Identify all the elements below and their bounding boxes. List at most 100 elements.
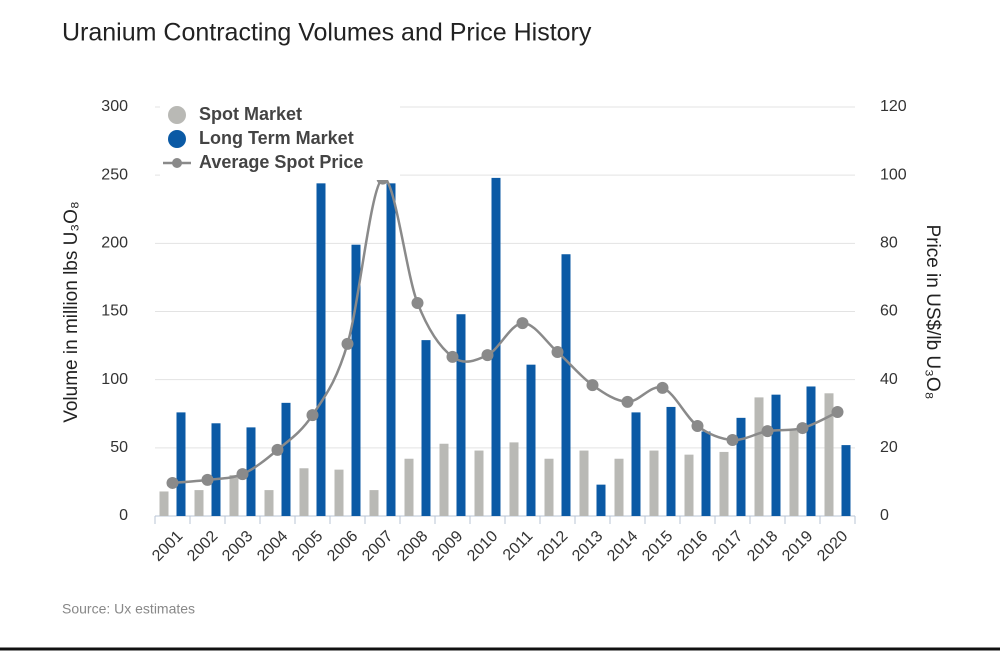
bar [579,450,589,516]
bar [789,430,799,516]
price-marker [341,337,354,350]
price-marker [306,409,319,422]
bar [421,340,431,516]
bar [159,491,169,516]
x-tick-label: 2006 [324,528,361,565]
price-marker [516,317,529,330]
legend-background [160,98,400,180]
bar [211,423,221,516]
bar [736,417,746,516]
price-marker [621,395,634,408]
x-tick-label: 2010 [464,528,501,565]
bar [439,443,449,516]
price-marker [551,346,564,359]
x-tick-label: 2002 [184,528,221,565]
x-tick-label: 2014 [604,528,641,565]
bar [316,183,326,516]
legend-marker [172,158,182,168]
price-marker [726,433,739,446]
y2-tick-label: 120 [880,98,907,115]
bar [456,314,466,516]
price-marker [236,468,249,481]
x-tick-label: 2018 [744,528,781,565]
bar [771,394,781,516]
bar [176,412,186,516]
y2-tick-label: 0 [880,507,889,524]
legend: Spot Market Long Term Market Average Spot … [160,98,400,180]
price-marker [201,473,214,486]
bar [229,475,239,516]
price-marker [796,422,809,435]
price-marker [166,476,179,489]
y2-tick-label: 100 [880,166,907,183]
x-tick-label: 2019 [779,528,816,565]
y2-tick-label: 60 [880,303,898,320]
y-tick-label: 50 [110,439,128,456]
bar [806,386,816,516]
legend-label: Spot Market [199,104,302,124]
bar [474,450,484,516]
bar [719,451,729,516]
bar [544,458,554,516]
bar [631,412,641,516]
bar [754,397,764,516]
x-tick-label: 2005 [289,528,326,565]
bar [824,393,834,516]
bar [684,454,694,516]
price-marker [691,420,704,433]
bar [701,431,711,516]
x-tick-label: 2011 [500,528,536,564]
x-tick-label: 2009 [429,528,466,565]
x-tick-label: 2001 [149,528,186,565]
legend-marker [168,130,186,148]
bar [246,427,256,516]
x-tick-label: 2016 [674,528,711,565]
y-tick-label: 0 [119,507,128,524]
price-marker [481,349,494,362]
y2-tick-label: 20 [880,439,898,456]
bar [526,364,536,516]
x-tick-label: 2007 [359,528,396,565]
price-marker [271,443,284,456]
bar [264,490,274,516]
x-tick-label: 2020 [814,528,851,565]
price-marker [761,425,774,438]
price-marker [411,296,424,309]
y-tick-label: 300 [101,98,128,115]
y-tick-label: 150 [101,303,128,320]
y-axis-title: Volume in million lbs U₃O₈ [61,201,82,423]
y-tick-label: 100 [101,371,128,388]
bar [404,458,414,516]
bar [841,445,851,516]
bar [281,402,291,516]
x-tick-label: 2003 [219,528,256,565]
x-tick-label: 2004 [254,528,291,565]
chart-title: Uranium Contracting Volumes and Price Hi… [62,19,592,47]
bar [649,450,659,516]
x-tick-label: 2008 [394,528,431,565]
bar [351,244,361,517]
price-marker [831,406,844,419]
x-tick-label: 2017 [709,528,746,565]
price-marker [656,381,669,394]
price-marker [586,379,599,392]
bar [369,490,379,516]
bar [509,442,519,516]
y-tick-label: 250 [101,166,128,183]
bar [666,406,676,516]
y2-axis-title: Price in US$/lb U₃O₈ [922,224,943,399]
legend-label: Average Spot Price [199,152,363,172]
bar [614,458,624,516]
y-tick-label: 200 [101,235,128,252]
bar [194,490,204,516]
x-tick-label: 2013 [569,528,606,565]
bar [299,468,309,516]
y2-tick-label: 40 [880,371,898,388]
bar [386,183,396,516]
source-note: Source: Ux estimates [62,601,195,617]
y2-tick-label: 80 [880,235,898,252]
bar [561,254,571,517]
bar [334,469,344,516]
price-marker [446,350,459,363]
